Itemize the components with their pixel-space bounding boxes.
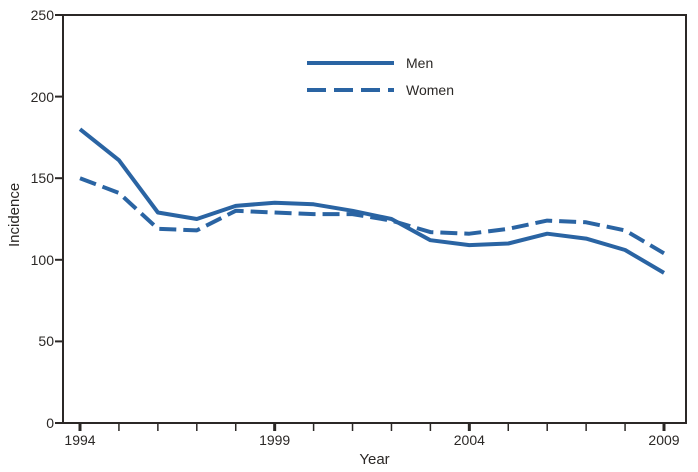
x-tick-label: 1994 <box>64 432 96 448</box>
women-series-line <box>79 176 666 256</box>
y-tick-label: 100 <box>30 251 54 268</box>
x-axis-title: Year <box>359 451 390 468</box>
x-tick-label: 2009 <box>648 432 680 448</box>
y-tick-label: 0 <box>46 415 54 431</box>
y-tick-label: 150 <box>30 170 54 187</box>
plot-border <box>62 14 687 424</box>
y-tick-label: 200 <box>30 88 54 105</box>
x-tick-label: 1999 <box>259 432 291 448</box>
x-tick-label: 2004 <box>453 432 485 448</box>
men-series-line <box>78 127 666 275</box>
y-tick-label: 50 <box>38 333 54 350</box>
legend-label-men: Men <box>406 55 434 71</box>
legend-label-women: Women <box>406 82 454 98</box>
y-tick-label: 250 <box>30 7 54 23</box>
y-axis-title: Incidence <box>6 182 23 247</box>
